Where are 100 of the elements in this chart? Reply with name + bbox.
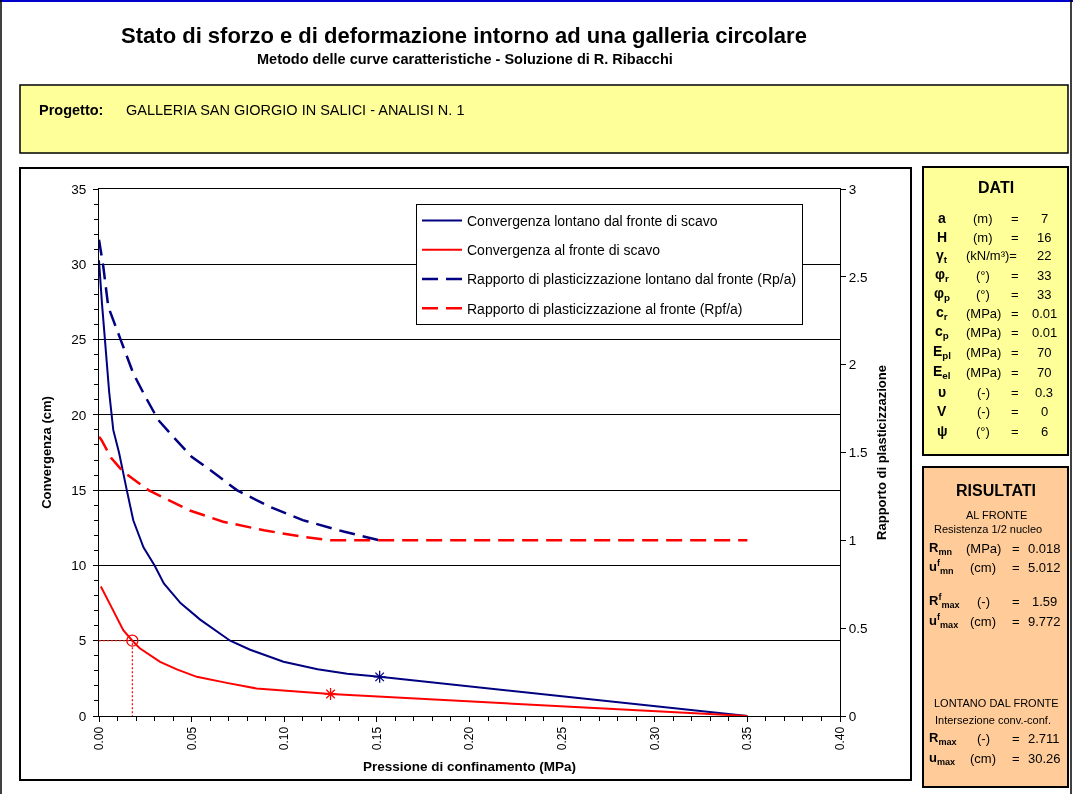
y-tick-label: 35 — [71, 181, 87, 197]
text: (MPa) — [966, 306, 1002, 321]
text: = — [1012, 731, 1020, 746]
text: RISULTATI — [956, 482, 1036, 499]
text: = — [1012, 594, 1020, 609]
text: Resistenza 1/2 nucleo — [934, 523, 1043, 535]
text: c$_{r}$ — [936, 304, 948, 322]
text: E$_{el}$ — [933, 363, 951, 381]
text: = — [1012, 541, 1020, 556]
line-series — [99, 585, 749, 716]
text: (MPa) — [966, 325, 1002, 340]
text: 7 — [1041, 211, 1049, 226]
text: R$_{max}$ — [929, 730, 957, 747]
text: = — [1011, 325, 1019, 340]
text: 2.711 — [1028, 731, 1060, 746]
text: 33 — [1037, 287, 1052, 302]
text: (-) — [977, 385, 990, 400]
text: LONTANO DAL FRONTE — [934, 697, 1059, 709]
chart-title: Stato di sforzo e di deformazione intorno ad una galleria circolare — [121, 22, 807, 48]
text: = — [1011, 268, 1019, 283]
text: Progetto: — [39, 102, 104, 118]
text: Intersezione conv.-conf. — [935, 714, 1051, 726]
y-tick-label: 15 — [71, 482, 87, 498]
y2-tick-label: 0 — [848, 708, 857, 724]
y2-tick-label: 3 — [848, 181, 857, 197]
text: = — [1011, 404, 1019, 419]
text: 33 — [1037, 268, 1052, 283]
text: H — [937, 229, 948, 245]
text: 9.772 — [1028, 614, 1061, 629]
text: = — [1011, 287, 1019, 302]
text: (°) — [976, 268, 990, 283]
x-tick-label: 0.05 — [184, 726, 199, 751]
text: AL FRONTE — [966, 509, 1028, 521]
text: a — [938, 210, 946, 226]
text: 70 — [1037, 365, 1052, 380]
y-tick-label: 5 — [78, 633, 87, 649]
text: = — [1012, 560, 1020, 575]
text: V — [937, 403, 947, 419]
line-series — [99, 435, 749, 542]
text: 30.26 — [1028, 751, 1061, 766]
text: = — [1011, 345, 1019, 360]
legend-label: Rapporto di plasticizzazione al fronte (Rpf/a) — [467, 300, 743, 317]
text: 5.012 — [1028, 560, 1061, 575]
text: (cm) — [970, 751, 996, 766]
text: φ$_{p}$ — [934, 285, 951, 303]
x-tick-label: 0.10 — [277, 726, 292, 751]
text: (kN/m³)= — [966, 248, 1017, 263]
y2-axis-title: Rapporto di plasticizzazione — [874, 365, 890, 540]
text: c$_{p}$ — [935, 323, 949, 341]
text: (-) — [977, 731, 990, 746]
x-tick-label: 0.00 — [91, 726, 106, 751]
text: (°) — [976, 287, 990, 302]
point — [373, 670, 387, 684]
text: = — [1012, 614, 1020, 629]
y-tick-label: 25 — [71, 332, 87, 348]
y2-tick-label: 2 — [848, 357, 857, 373]
text: 0.01 — [1032, 325, 1058, 340]
x-axis-title: Pressione di confinamento (MPa) — [362, 759, 577, 775]
point — [323, 687, 338, 701]
text: (°) — [976, 424, 990, 439]
text: (cm) — [970, 614, 996, 629]
y-tick-label: 0 — [78, 708, 87, 724]
y2-tick-label: 0.5 — [848, 620, 868, 636]
text: (MPa) — [966, 541, 1002, 556]
legend-label: Convergenza al fronte di scavo — [467, 242, 661, 259]
legend-label: Convergenza lontano dal fronte di scavo — [467, 213, 718, 230]
point — [126, 634, 139, 647]
text: 70 — [1037, 345, 1052, 360]
text: 0.3 — [1035, 385, 1054, 400]
text: 1.59 — [1032, 594, 1058, 609]
x-tick-label: 0.35 — [740, 726, 755, 751]
text: 0.018 — [1028, 541, 1061, 556]
text: E$_{pl}$ — [933, 343, 952, 361]
x-tick-label: 0.15 — [369, 726, 384, 751]
y-axis-title: Convergenza (cm) — [39, 396, 55, 509]
text: = — [1011, 306, 1019, 321]
x-tick-label: 0.40 — [832, 726, 847, 751]
text: 0 — [1041, 404, 1049, 419]
text: = — [1011, 230, 1019, 245]
text: 6 — [1041, 424, 1049, 439]
text: ψ — [937, 423, 948, 439]
text: φ$_{r}$ — [935, 266, 950, 284]
text: u$_{max}$ — [929, 750, 956, 767]
text: R$_{mn}$ — [929, 540, 953, 557]
y-tick-label: 10 — [71, 558, 87, 574]
text: (-) — [977, 404, 990, 419]
chart-subtitle: Metodo delle curve caratteristiche - Soluzione di R. Ribacchi — [257, 51, 673, 67]
text: γ$_{t}$ — [936, 247, 948, 265]
text: GALLERIA SAN GIORGIO IN SALICI - ANALISI N. 1 — [126, 102, 465, 118]
text: (MPa) — [966, 365, 1002, 380]
text: (MPa) — [966, 345, 1002, 360]
text: = — [1011, 211, 1019, 226]
text: = — [1011, 424, 1019, 439]
text: (cm) — [970, 560, 996, 575]
text: 22 — [1037, 248, 1052, 263]
x-tick-label: 0.30 — [647, 726, 662, 751]
text: (-) — [977, 594, 990, 609]
text: = — [1011, 385, 1019, 400]
text: DATI — [978, 179, 1015, 196]
text: = — [1011, 365, 1019, 380]
